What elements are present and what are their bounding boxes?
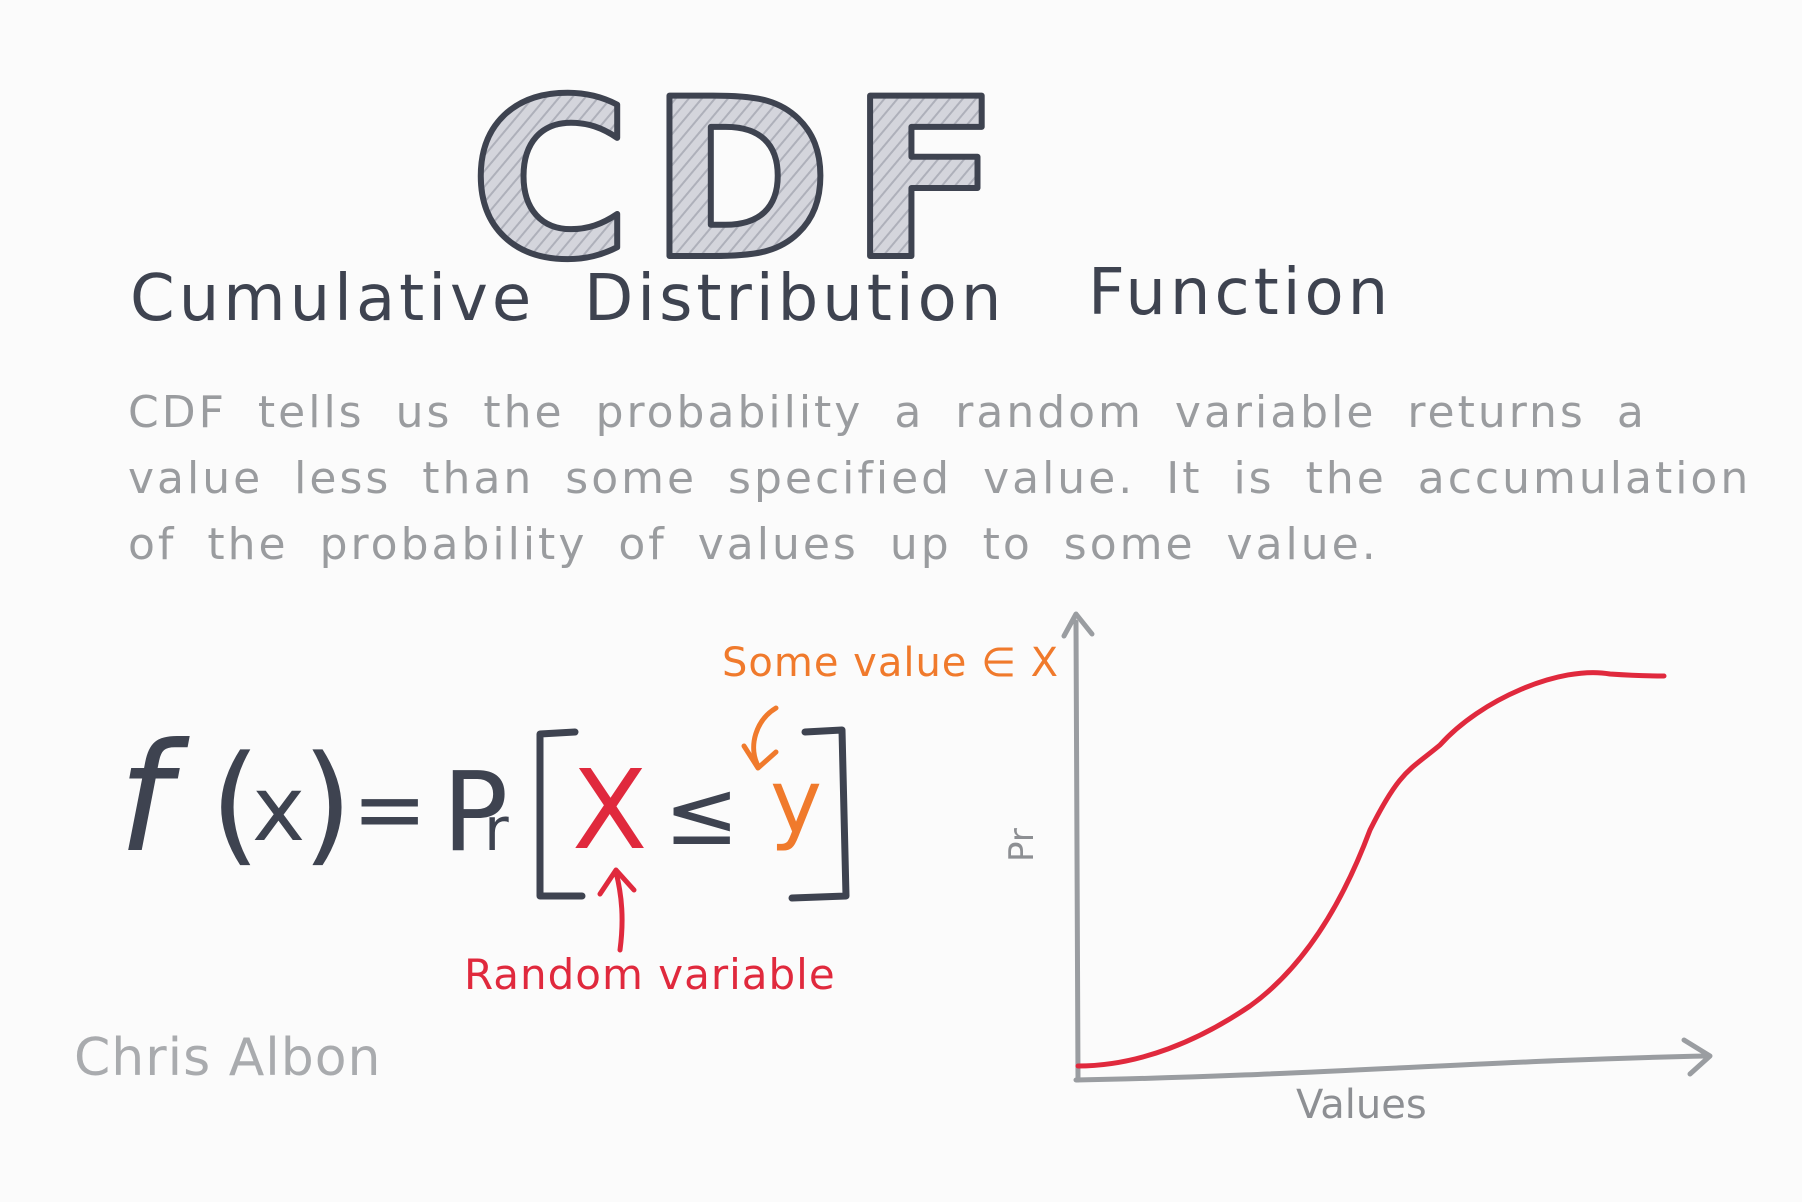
left-bracket xyxy=(536,728,586,900)
title-block: CDF xyxy=(467,49,1018,300)
formula: f ( x ) = P r ≤ X y xyxy=(118,712,850,902)
formula-open-paren: ( xyxy=(210,727,261,879)
formula-p: P xyxy=(442,748,508,876)
y-axis-arrowhead xyxy=(1061,611,1095,639)
subtitle-word-function: Function xyxy=(1088,256,1393,330)
right-bracket xyxy=(788,726,850,902)
formula-x: x xyxy=(252,757,305,862)
random-variable-label: Random variable xyxy=(464,950,836,999)
y-axis-label: Pr xyxy=(1002,828,1042,862)
description-line-3: of the probability of values up to some … xyxy=(128,519,1379,570)
formula-y: y xyxy=(770,750,822,853)
page-title: CDF xyxy=(470,52,1018,300)
description: CDF tells us the probability a random va… xyxy=(128,380,1752,578)
subtitle-word-distribution: Distribution xyxy=(584,262,1006,336)
red-arrow xyxy=(613,869,625,953)
description-line-1: CDF tells us the probability a random va… xyxy=(128,387,1647,438)
formula-leq: ≤ xyxy=(664,761,739,866)
cdf-curve xyxy=(1075,670,1667,1069)
formula-equals: = xyxy=(352,757,427,862)
formula-random-x: X xyxy=(572,746,647,874)
subtitle-word-cumulative: Cumulative xyxy=(130,262,536,336)
formula-close-paren: ) xyxy=(302,727,353,879)
x-axis-arrowhead xyxy=(1681,1037,1713,1077)
y-axis xyxy=(1073,619,1081,1083)
x-axis xyxy=(1073,1053,1709,1083)
description-line-2: value less than some specified value. It… xyxy=(128,453,1752,504)
author-signature: Chris Albon xyxy=(74,1028,382,1088)
some-value-label: Some value ∈ X xyxy=(722,640,1060,686)
x-axis-label: Values xyxy=(1296,1082,1427,1128)
formula-r: r xyxy=(484,795,509,865)
